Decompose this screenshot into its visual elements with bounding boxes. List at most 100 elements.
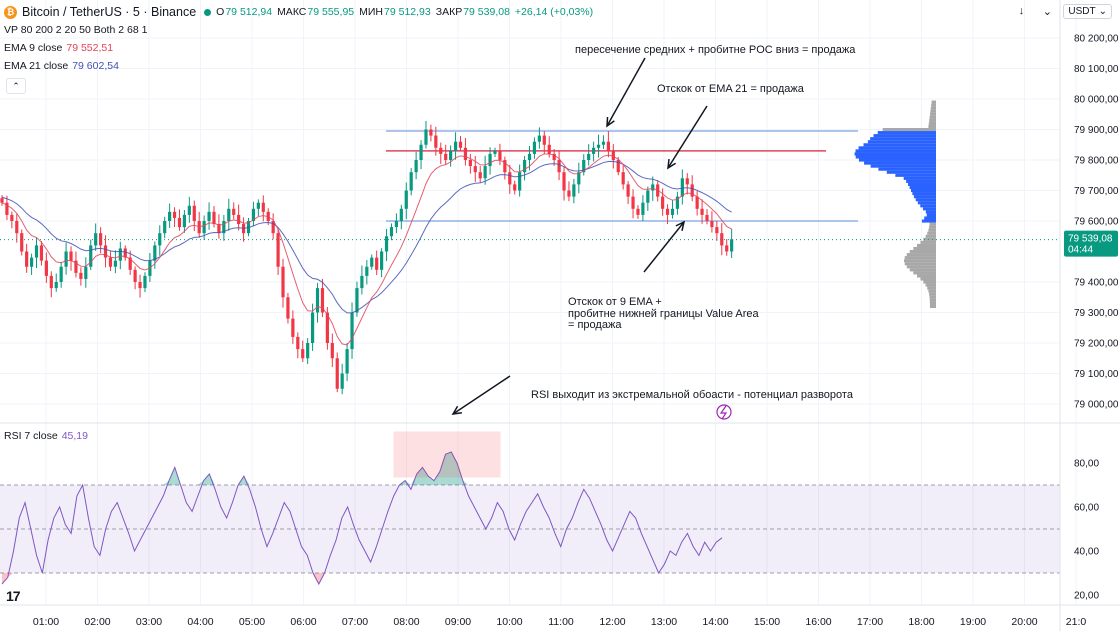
candle-body: [133, 269, 137, 282]
arrow-ema21-bounce-head: [667, 158, 677, 170]
vp-legend[interactable]: VP 80 200 2 20 50 Both 2 68 1: [4, 24, 147, 36]
annotation-rsi-exit: RSI выходит из экстремальной обoасти - п…: [531, 389, 853, 401]
tradingview-logo-icon[interactable]: 17: [6, 588, 21, 604]
volume-profile-bar: [908, 182, 936, 186]
candle-body: [69, 251, 73, 261]
rsi-overbought-fill: [405, 480, 411, 485]
volume-profile-bar: [917, 243, 936, 247]
candle-body: [123, 248, 127, 258]
chevron-down-icon[interactable]: ⌄: [1042, 5, 1052, 18]
ema21-line: [1, 160, 732, 314]
candle-body: [335, 358, 339, 389]
candle-body: [458, 141, 463, 148]
candle-body: [394, 221, 398, 228]
candle-body: [375, 257, 379, 270]
volume-profile-bar: [913, 271, 936, 275]
candle-body: [636, 208, 640, 215]
volume-profile-bar: [873, 134, 936, 138]
volume-profile-bar: [925, 283, 936, 287]
candle-body: [582, 160, 586, 173]
candle-body: [217, 224, 221, 234]
volume-profile-bar: [927, 231, 936, 235]
candle-body: [25, 251, 29, 267]
volume-profile-bar: [855, 155, 936, 159]
last-price-badge: [1064, 230, 1118, 257]
volume-profile-bar: [904, 256, 936, 260]
arrow-cross-poc: [606, 57, 646, 127]
ema21-legend[interactable]: EMA 21 close 79 602,54: [4, 60, 119, 72]
candle-body: [128, 257, 132, 270]
candle-body: [513, 184, 517, 191]
candle-body: [54, 282, 58, 289]
candle-body: [720, 233, 724, 246]
volume-profile-bar: [882, 128, 936, 132]
annotation-ema9-line1: Отскок от 9 EMA +: [568, 296, 662, 308]
candle-body: [29, 257, 34, 267]
volume-profile-bar: [904, 262, 936, 266]
volume-profile-bar: [917, 274, 936, 278]
volume-profile-bar: [930, 112, 936, 116]
candle-body: [10, 214, 14, 221]
rsi-tick-label: 20,00: [1074, 591, 1099, 602]
ohlc-low-value: 79 512,93: [384, 6, 431, 18]
candle-body: [532, 141, 537, 154]
ohlc-close-value: 79 539,08: [463, 6, 510, 18]
candle-body: [675, 196, 680, 209]
candle-body: [463, 147, 468, 160]
volume-profile-bar: [858, 146, 936, 150]
collapse-legend-button[interactable]: ⌃: [6, 78, 26, 94]
rsi-overbought-fill: [434, 471, 440, 485]
volume-profile-bar: [878, 167, 936, 171]
ema9-legend[interactable]: EMA 9 close 79 552,51: [4, 42, 113, 54]
candle-body: [20, 233, 24, 252]
candle-body: [592, 147, 596, 154]
candle-body: [276, 233, 280, 267]
currency-chevron-icon: ⌄: [1098, 5, 1107, 17]
candle-body: [296, 336, 300, 350]
volume-profile-bar: [917, 201, 936, 205]
time-tick-label: 03:00: [136, 616, 162, 628]
candle-body: [158, 233, 162, 246]
candle-body: [444, 153, 448, 160]
candle-body: [542, 135, 546, 145]
price-tick-label: 79 100,00: [1074, 369, 1119, 380]
rsi-overbought-fill: [209, 474, 216, 485]
candle-body: [557, 160, 561, 173]
vp-label: VP 80 200 2 20 50 Both 2 68 1: [4, 24, 148, 36]
candle-body: [646, 190, 650, 203]
arrow-ema9-bounce-head: [675, 220, 686, 231]
candle-body: [340, 373, 344, 389]
volume-profile-bar: [922, 207, 936, 211]
symbol-title[interactable]: Bitcoin / TetherUS · 5 · Binance: [22, 5, 197, 19]
time-tick-label: 08:00: [393, 616, 419, 628]
candle-body: [345, 349, 349, 374]
currency-selector[interactable]: USDT ⌄: [1063, 3, 1112, 19]
candle-body: [15, 221, 19, 234]
rsi-legend[interactable]: RSI 7 close 45,19: [4, 430, 88, 442]
candle-body: [478, 172, 482, 179]
time-tick-label: 10:00: [496, 616, 522, 628]
ohlc-open-label: О: [216, 6, 225, 18]
time-tick-label: 09:00: [445, 616, 471, 628]
volume-profile-bar: [906, 265, 936, 269]
price-tick-label: 79 700,00: [1074, 186, 1119, 197]
candle-body: [325, 312, 329, 343]
candle-body: [315, 288, 320, 313]
rsi-label: RSI 7 close: [4, 430, 58, 442]
volume-profile-bar: [931, 100, 936, 104]
volume-profile-bar: [920, 204, 936, 208]
volume-profile-bar: [923, 237, 936, 241]
candle-body: [291, 318, 295, 337]
time-tick-label: 13:00: [651, 616, 677, 628]
arrow-ema9-bounce: [643, 221, 685, 273]
candle-body: [621, 172, 625, 185]
time-tick-label: 19:00: [960, 616, 986, 628]
candle-body: [587, 153, 591, 160]
candle-body: [685, 178, 689, 185]
download-icon[interactable]: ↓: [1018, 5, 1025, 17]
rsi-band-fill: [0, 485, 1060, 573]
candle-body: [222, 221, 226, 234]
time-tick-label: 21:0: [1066, 616, 1087, 628]
